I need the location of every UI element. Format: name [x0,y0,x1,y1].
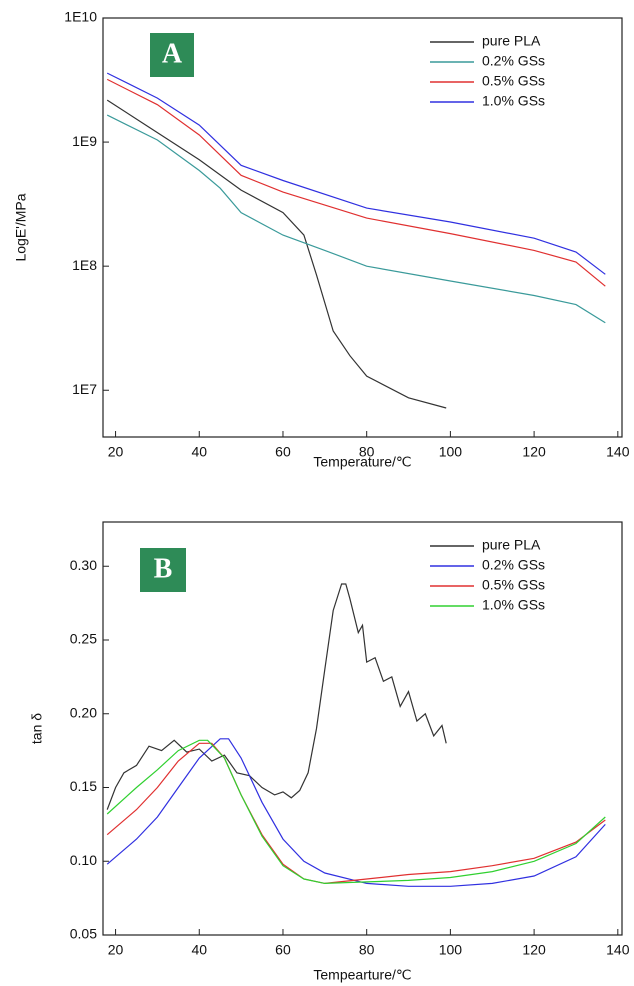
series-line [106,99,447,409]
x-axis-label: Temperature/℃ [313,454,411,470]
legend-label: 1.0% GSs [482,597,545,613]
series-line [106,742,606,885]
x-tick-label: 40 [191,942,207,958]
x-tick-label: 120 [522,942,546,958]
x-tick-label: 80 [359,942,375,958]
y-tick-label: 0.30 [70,557,97,573]
y-axis-label: LogE'/MPa [13,193,29,261]
y-tick-label: 1E10 [64,9,97,25]
x-tick-label: 40 [191,444,207,460]
y-tick-label: 0.25 [70,631,97,647]
panel-label: A [162,38,183,69]
legend-label: 0.5% GSs [482,577,545,593]
panel-badge [150,33,194,77]
y-tick-label: 1E8 [72,257,97,273]
plot-frame [102,17,623,438]
plot-frame [102,521,623,936]
x-tick-label: 120 [522,444,546,460]
x-tick-label: 80 [359,444,375,460]
panel-label: B [154,553,173,584]
x-tick-label: 100 [439,942,463,958]
legend-label: pure PLA [482,537,541,553]
legend-label: 0.2% GSs [482,53,545,69]
x-tick-label: 100 [439,444,463,460]
series-line [106,738,606,887]
y-tick-label: 0.05 [70,926,97,942]
y-tick-label: 1E7 [72,381,97,397]
legend-label: 0.2% GSs [482,557,545,573]
y-tick-label: 0.10 [70,852,97,868]
panel-badge [140,548,186,592]
series-line [106,583,447,810]
x-tick-label: 140 [606,444,630,460]
x-tick-label: 60 [275,942,291,958]
x-tick-label: 140 [606,942,630,958]
series-line [106,739,606,885]
legend-label: 1.0% GSs [482,93,545,109]
x-tick-label: 60 [275,444,291,460]
x-tick-label: 20 [108,444,124,460]
series-line [106,114,606,324]
y-axis-label: tan δ [29,713,45,744]
x-axis-label: Tempearture/℃ [313,967,411,983]
legend-label: 0.5% GSs [482,73,545,89]
legend-label: pure PLA [482,33,541,49]
series-line [106,72,606,275]
x-tick-label: 20 [108,942,124,958]
y-tick-label: 1E9 [72,133,97,149]
series-line [106,78,606,287]
y-tick-label: 0.20 [70,704,97,720]
y-tick-label: 0.15 [70,778,97,794]
